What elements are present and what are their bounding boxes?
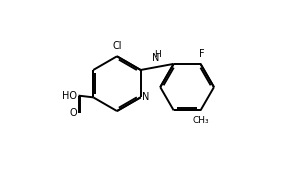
Text: Cl: Cl <box>112 41 122 51</box>
Text: H: H <box>154 50 161 59</box>
Text: O: O <box>69 108 77 118</box>
Text: HO: HO <box>62 91 77 101</box>
Text: CH₃: CH₃ <box>192 116 209 125</box>
Text: F: F <box>199 49 205 59</box>
Text: N: N <box>142 92 150 102</box>
Text: N: N <box>152 53 159 63</box>
